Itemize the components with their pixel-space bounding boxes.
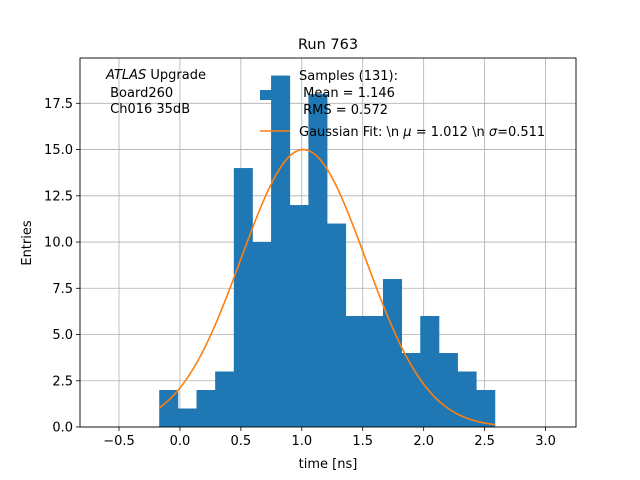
- histogram-bars: [159, 75, 496, 428]
- histogram-bar: [177, 408, 197, 427]
- legend-samples-line-2: Mean = 1.146: [299, 86, 395, 101]
- y-tick-label: 17.5: [44, 97, 73, 112]
- annotation-line-2: Board260: [106, 86, 173, 101]
- y-tick-label: 15.0: [44, 143, 73, 158]
- annotation-line-1: ATLAS Upgrade: [105, 68, 206, 83]
- histogram-bar: [438, 353, 458, 427]
- histogram-bar: [289, 205, 309, 427]
- histogram-bar: [215, 371, 235, 427]
- y-axis-label: Entries: [20, 220, 35, 266]
- x-tick-label: 0.0: [170, 434, 191, 449]
- y-tick-label: 0.0: [52, 421, 73, 436]
- histogram-bar: [345, 316, 365, 427]
- legend-samples-line-1: Samples (131):: [299, 69, 398, 84]
- histogram-bar: [308, 94, 328, 427]
- x-tick-label: 2.5: [474, 434, 495, 449]
- legend: Samples (131): Mean = 1.146 RMS = 0.572 …: [260, 69, 545, 140]
- atlas-label: ATLAS: [105, 68, 146, 83]
- y-tick-label: 10.0: [44, 236, 73, 251]
- legend-samples-patch: [260, 90, 290, 100]
- x-tick-label: 2.0: [413, 434, 434, 449]
- x-axis-label: time [ns]: [299, 457, 358, 472]
- histogram-bar: [476, 390, 496, 427]
- histogram-bar: [420, 316, 440, 427]
- histogram-bar: [233, 168, 253, 428]
- atlas-annotation: ATLAS Upgrade Board260 Ch016 35dB: [105, 68, 206, 117]
- histogram-bar: [327, 223, 347, 427]
- chart-title: Run 763: [298, 37, 358, 53]
- histogram-bar: [364, 316, 384, 427]
- axis-ticks: −0.5 0.0 0.5 1.0 1.5 2.0 2.5 3.0 0.0 2.5 5.0 7.5 10.…: [44, 97, 556, 449]
- y-tick-label: 12.5: [44, 189, 73, 204]
- histogram-bar: [271, 75, 291, 428]
- histogram-bar: [457, 371, 477, 427]
- x-tick-label: 1.5: [352, 434, 373, 449]
- x-tick-label: −0.5: [103, 434, 135, 449]
- histogram-bar: [252, 242, 272, 427]
- legend-fit-label: Gaussian Fit: \n μ = 1.012 \n σ=0.511: [299, 125, 545, 140]
- gaussian-fit-curve: [158, 148, 495, 426]
- y-tick-label: 2.5: [52, 374, 73, 389]
- histogram-bar: [159, 390, 179, 427]
- x-tick-label: 3.0: [535, 434, 556, 449]
- annotation-line-3: Ch016 35dB: [106, 102, 190, 117]
- plot-frame: [79, 57, 577, 428]
- upgrade-label: Upgrade: [146, 68, 206, 83]
- y-tick-label: 7.5: [52, 282, 73, 297]
- x-tick-label: 0.5: [231, 434, 252, 449]
- histogram-bar: [382, 279, 403, 427]
- histogram-bar: [196, 390, 216, 427]
- legend-samples-line-3: RMS = 0.572: [299, 103, 388, 118]
- y-tick-label: 5.0: [52, 328, 73, 343]
- x-tick-label: 1.0: [291, 434, 312, 449]
- gaussian-fit-line: [158, 148, 495, 426]
